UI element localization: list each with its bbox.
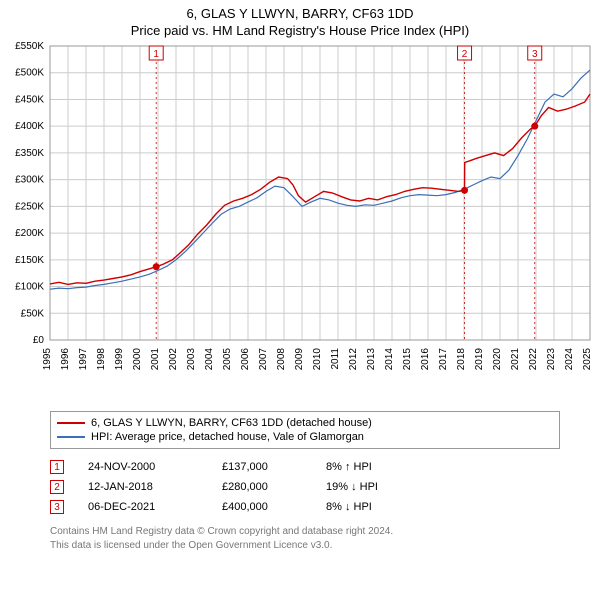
sale-marker-label: 3 [532,49,538,60]
sale-marker-label: 2 [462,49,468,60]
sale-row-marker: 1 [50,460,64,474]
footnote: Contains HM Land Registry data © Crown c… [50,525,560,552]
sale-dot [531,123,538,130]
legend-row: 6, GLAS Y LLWYN, BARRY, CF63 1DD (detach… [57,416,553,430]
x-tick-label: 1996 [60,348,71,371]
x-tick-label: 2011 [330,348,341,370]
sale-row-date: 12-JAN-2018 [88,481,198,493]
sale-row: 2 12-JAN-2018 £280,000 19% ↓ HPI [50,477,560,497]
x-tick-label: 2007 [258,348,269,371]
footnote-line-2: This data is licensed under the Open Gov… [50,539,560,553]
sale-row-diff: 19% ↓ HPI [326,481,426,493]
sale-row-marker: 2 [50,480,64,494]
x-tick-label: 2017 [438,348,449,371]
legend-label: HPI: Average price, detached house, Vale… [91,431,364,443]
y-tick-label: £400K [15,121,44,132]
sale-row-price: £137,000 [222,461,302,473]
sale-row-diff: 8% ↓ HPI [326,501,426,513]
x-tick-label: 2024 [564,348,575,371]
legend-row: HPI: Average price, detached house, Vale… [57,430,553,444]
sales-table: 1 24-NOV-2000 £137,000 8% ↑ HPI 2 12-JAN-2018… [50,457,560,517]
chart-container: 6, GLAS Y LLWYN, BARRY, CF63 1DD Price p… [0,0,600,552]
x-tick-label: 2019 [474,348,485,371]
footnote-line-1: Contains HM Land Registry data © Crown c… [50,525,560,539]
sale-row-marker: 3 [50,500,64,514]
sale-dot [461,187,468,194]
sale-row-diff: 8% ↑ HPI [326,461,426,473]
y-tick-label: £450K [15,94,44,105]
title-block: 6, GLAS Y LLWYN, BARRY, CF63 1DD Price p… [0,0,600,40]
legend-swatch [57,436,85,438]
x-tick-label: 2000 [132,348,143,371]
y-tick-label: £200K [15,228,44,239]
x-tick-label: 2020 [492,348,503,371]
legend-swatch [57,422,85,424]
x-tick-label: 2008 [276,348,287,371]
x-tick-label: 2012 [348,348,359,371]
y-tick-label: £300K [15,175,44,186]
x-tick-label: 2006 [240,348,251,371]
x-tick-label: 2016 [420,348,431,371]
legend-label: 6, GLAS Y LLWYN, BARRY, CF63 1DD (detach… [91,417,372,429]
x-tick-label: 2002 [168,348,179,371]
x-tick-label: 2013 [366,348,377,371]
legend: 6, GLAS Y LLWYN, BARRY, CF63 1DD (detach… [50,411,560,449]
x-tick-label: 2018 [456,348,467,371]
x-tick-label: 2003 [186,348,197,371]
x-tick-label: 2004 [204,348,215,371]
x-tick-label: 2015 [402,348,413,371]
title-main: 6, GLAS Y LLWYN, BARRY, CF63 1DD [0,6,600,21]
x-tick-label: 1995 [42,348,53,371]
y-tick-label: £0 [33,335,45,346]
x-tick-label: 2021 [510,348,521,371]
y-tick-label: £550K [15,41,44,52]
sale-dot [153,263,160,270]
x-tick-label: 2014 [384,348,395,371]
chart-area: £0 £50K £100K £150K £200K £250K £300K £350K £400… [0,40,600,405]
x-tick-label: 2025 [582,348,593,371]
sale-row-date: 24-NOV-2000 [88,461,198,473]
x-tick-label: 2023 [546,348,557,371]
y-tick-label: £500K [15,68,44,79]
x-tick-label: 2022 [528,348,539,371]
x-tick-label: 1998 [96,348,107,371]
x-tick-label: 2010 [312,348,323,371]
x-tick-label: 1999 [114,348,125,371]
chart-svg: £0 £50K £100K £150K £200K £250K £300K £350K £400… [0,40,600,400]
sale-marker-label: 1 [153,49,159,60]
x-tick-label: 2001 [150,348,161,371]
y-tick-label: £100K [15,282,44,293]
sale-row: 1 24-NOV-2000 £137,000 8% ↑ HPI [50,457,560,477]
sale-row-date: 06-DEC-2021 [88,501,198,513]
sale-row-price: £400,000 [222,501,302,513]
x-tick-label: 1997 [78,348,89,371]
y-tick-label: £350K [15,148,44,159]
sale-row-price: £280,000 [222,481,302,493]
title-sub: Price paid vs. HM Land Registry's House … [0,23,600,38]
y-tick-label: £250K [15,201,44,212]
x-tick-label: 2009 [294,348,305,371]
sale-row: 3 06-DEC-2021 £400,000 8% ↓ HPI [50,497,560,517]
y-tick-label: £150K [15,255,44,266]
x-tick-label: 2005 [222,348,233,371]
y-tick-label: £50K [21,308,45,319]
